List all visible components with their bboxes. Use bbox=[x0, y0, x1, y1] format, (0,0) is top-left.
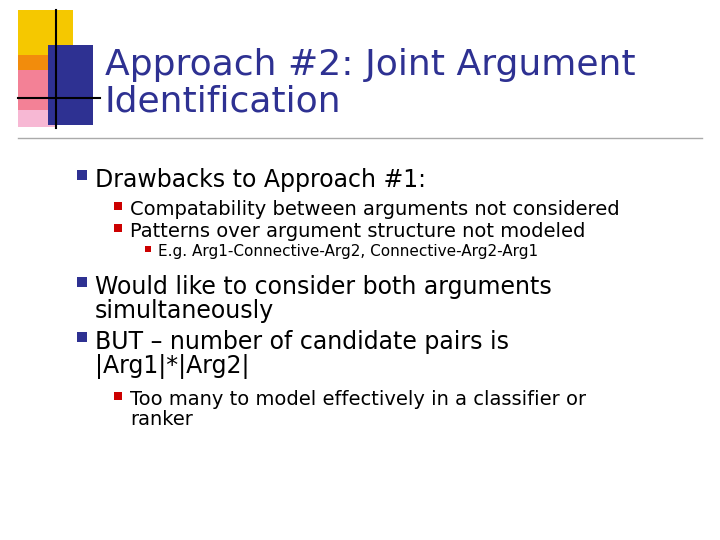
Text: |Arg1|*|Arg2|: |Arg1|*|Arg2| bbox=[95, 354, 250, 379]
Text: Too many to model effectively in a classifier or: Too many to model effectively in a class… bbox=[130, 390, 586, 409]
Text: BUT – number of candidate pairs is: BUT – number of candidate pairs is bbox=[95, 330, 509, 354]
Bar bbox=[114, 392, 122, 400]
Bar bbox=[18, 55, 56, 127]
Text: Patterns over argument structure not modeled: Patterns over argument structure not mod… bbox=[130, 222, 585, 241]
Bar bbox=[77, 170, 87, 180]
Text: E.g. Arg1-Connective-Arg2, Connective-Arg2-Arg1: E.g. Arg1-Connective-Arg2, Connective-Ar… bbox=[158, 244, 538, 259]
Bar bbox=[114, 224, 122, 232]
Bar bbox=[18, 55, 56, 110]
Text: Compatability between arguments not considered: Compatability between arguments not cons… bbox=[130, 200, 620, 219]
Text: ranker: ranker bbox=[130, 410, 193, 429]
Text: Drawbacks to Approach #1:: Drawbacks to Approach #1: bbox=[95, 168, 426, 192]
Text: Identification: Identification bbox=[105, 85, 341, 119]
Bar bbox=[77, 277, 87, 287]
Text: simultaneously: simultaneously bbox=[95, 299, 274, 323]
Bar bbox=[48, 45, 93, 125]
Bar bbox=[145, 246, 151, 252]
Text: Approach #2: Joint Argument: Approach #2: Joint Argument bbox=[105, 48, 636, 82]
Bar bbox=[77, 332, 87, 342]
Text: Would like to consider both arguments: Would like to consider both arguments bbox=[95, 275, 552, 299]
Bar bbox=[18, 10, 73, 70]
Bar bbox=[114, 202, 122, 210]
